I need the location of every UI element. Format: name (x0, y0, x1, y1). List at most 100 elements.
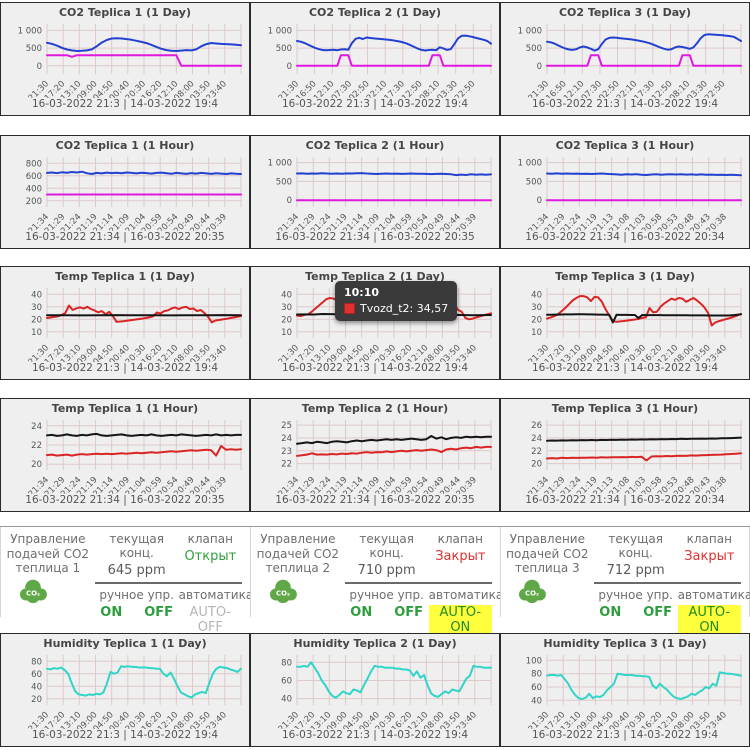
manual-on-button[interactable]: ON (599, 605, 622, 620)
svg-text:1 000: 1 000 (18, 26, 42, 36)
chart-panel-temp-teplica3-hour: Temp Teplica 3 (1 Hour) 26 24 22 20 21:34 21:… (500, 398, 750, 512)
chart-date-range: 16-03-2022 21:3 | 14-03-2022 19:4 (31, 98, 219, 110)
chart-date-range: 16-03-2022 21:3 | 14-03-2022 19:4 (281, 362, 469, 374)
chart-plot-area[interactable]: 80 60 40 20 21:30 17:20 13:10 09:00 04:50 00:40 20… (1, 651, 249, 729)
chart-panel-co2-teplica1-hour: CO2 Teplica 1 (1 Hour) 800 600 400 200 21:34… (0, 135, 250, 249)
svg-text:100: 100 (526, 656, 542, 666)
svg-text:22: 22 (281, 460, 292, 470)
chart-panel-humidity-teplica3-day: Humidity Teplica 3 (1 Day) 100 80 60 40 21:3… (500, 633, 750, 747)
conc-value: 712 ppm (606, 563, 665, 578)
chart-plot-area[interactable]: 1 000 500 0 21:30 17:20 13:10 09:00 04:50 00:40 2… (1, 20, 249, 98)
chart-plot-area[interactable]: 1 000 500 0 21:34 21:29 21:24 21:19 21:14 21:09 2… (251, 153, 499, 231)
conc-value: 710 ppm (357, 563, 416, 578)
chart-title: Humidity Teplica 1 (1 Day) (43, 637, 207, 650)
auto-toggle-button[interactable]: AUTO-OFF (189, 605, 232, 635)
temp-hour-row: Temp Teplica 1 (1 Hour) 24 22 20 21:34 21:29… (0, 398, 750, 512)
manual-off-button[interactable]: OFF (643, 605, 673, 620)
chart-title: CO2 Teplica 1 (1 Hour) (55, 139, 195, 152)
svg-text:CO₂: CO₂ (26, 589, 40, 597)
co2-cloud-icon: CO₂ (19, 579, 47, 604)
chart-plot-area[interactable]: 25 24 23 22 21:34 21:29 21:24 21:19 21:14 21:09 21… (251, 416, 499, 494)
chart-panel-temp-teplica1-hour: Temp Teplica 1 (1 Hour) 24 22 20 21:34 21:29… (0, 398, 250, 512)
chart-title: Humidity Teplica 2 (1 Day) (293, 637, 457, 650)
chart-plot-area[interactable]: 26 24 22 20 21:34 21:29 21:24 21:19 21:13 21:08 21… (501, 416, 749, 494)
svg-text:30: 30 (281, 303, 292, 313)
svg-text:30: 30 (531, 303, 542, 313)
chart-title: Temp Teplica 1 (1 Day) (55, 270, 195, 283)
manual-on-button[interactable]: ON (100, 605, 123, 620)
chart-title: CO2 Teplica 1 (1 Day) (58, 6, 191, 19)
svg-text:22: 22 (531, 447, 542, 457)
chart-date-range: 16-03-2022 21:3 | 14-03-2022 19:4 (531, 729, 719, 741)
chart-date-range: 16-03-2022 21:3 | 14-03-2022 19:4 (531, 362, 719, 374)
chart-title: CO2 Teplica 3 (1 Day) (558, 6, 691, 19)
auto-label: автоматика (677, 588, 750, 602)
valve-label: клапан (437, 532, 483, 546)
chart-plot-area[interactable]: 1 000 500 0 21:34 21:29 21:24 21:19 21:13 21:08 2… (501, 153, 749, 231)
svg-text:26: 26 (531, 421, 542, 431)
control-title: Управление подачей CO2 теплица 3 (506, 532, 589, 576)
chart-panel-temp-teplica1-day: Temp Teplica 1 (1 Day) 40 30 20 10 21:30 17:2… (0, 266, 250, 380)
divider (593, 582, 741, 584)
auto-label: автоматика (178, 588, 254, 602)
auto-toggle-button[interactable]: AUTO-ON (428, 605, 492, 635)
temp-day-row: Temp Teplica 1 (1 Day) 40 30 20 10 21:30 17:2… (0, 266, 750, 380)
chart-date-range: 16-03-2022 21:34 | 16-03-2022 20:35 (275, 494, 475, 506)
svg-text:1 000: 1 000 (268, 26, 292, 36)
svg-text:60: 60 (531, 683, 542, 693)
svg-text:0: 0 (537, 62, 542, 72)
svg-text:200: 200 (26, 197, 42, 207)
svg-text:CO₂: CO₂ (525, 589, 539, 597)
chart-plot-area[interactable]: 100 80 60 40 21:30 17:20 13:10 09:00 04:50 00:40 2… (501, 651, 749, 729)
svg-text:0: 0 (37, 62, 42, 72)
chart-plot-area[interactable]: 24 22 20 21:34 21:29 21:24 21:19 21:14 21:09 21:0… (1, 416, 249, 494)
co2-cloud-icon: CO₂ (519, 579, 547, 604)
svg-text:40: 40 (281, 290, 292, 300)
chart-panel-temp-teplica2-hour: Temp Teplica 2 (1 Hour) 25 24 23 22 21:34 21:… (250, 398, 500, 512)
manual-label: ручное упр. (598, 588, 673, 602)
svg-text:24: 24 (31, 422, 42, 432)
svg-text:10: 10 (31, 328, 42, 338)
chart-title: Temp Teplica 2 (1 Hour) (301, 402, 449, 415)
manual-on-button[interactable]: ON (350, 605, 373, 620)
chart-plot-area[interactable]: 40 30 20 10 21:30 17:20 13:10 09:00 04:50 00:40 20… (1, 284, 249, 362)
svg-text:24: 24 (281, 434, 292, 444)
auto-label: автоматика (428, 588, 504, 602)
auto-toggle-button[interactable]: AUTO-ON (677, 605, 741, 635)
chart-plot-area[interactable]: 1 000 500 0 21:30 16:50 12:10 07:30 02:50 22:10 1… (501, 20, 749, 98)
chart-title: Temp Teplica 3 (1 Day) (555, 270, 695, 283)
chart-plot-area[interactable]: 40 30 20 10 21:30 17:20 13:10 09:00 04:50 00:40 20… (501, 284, 749, 362)
svg-text:400: 400 (26, 184, 42, 194)
chart-panel-co2-teplica2-day: CO2 Teplica 2 (1 Day) 1 000 500 0 21:30 16:5… (250, 2, 500, 116)
manual-label: ручное упр. (99, 588, 174, 602)
chart-panel-humidity-teplica1-day: Humidity Teplica 1 (1 Day) 80 60 40 20 21:30… (0, 633, 250, 747)
valve-label: клапан (686, 532, 732, 546)
manual-off-button[interactable]: OFF (394, 605, 424, 620)
svg-text:60: 60 (281, 677, 292, 687)
chart-date-range: 16-03-2022 21:34 | 16-03-2022 20:34 (525, 231, 725, 243)
humidity-day-row: Humidity Teplica 1 (1 Day) 80 60 40 20 21:30… (0, 633, 750, 747)
svg-text:600: 600 (26, 172, 42, 182)
control-title: Управление подачей CO2 теплица 2 (256, 532, 340, 576)
chart-panel-co2-teplica2-hour: CO2 Teplica 2 (1 Hour) 1 000 500 0 21:34 21:… (250, 135, 500, 249)
svg-text:80: 80 (531, 670, 542, 680)
chart-title: Temp Teplica 3 (1 Hour) (551, 402, 699, 415)
chart-title: Temp Teplica 1 (1 Hour) (51, 402, 199, 415)
chart-date-range: 16-03-2022 21:3 | 14-03-2022 19:4 (281, 98, 469, 110)
svg-text:800: 800 (26, 159, 42, 169)
chart-plot-area[interactable]: 800 600 400 200 21:34 21:29 21:24 21:19 21:14 21:… (1, 153, 249, 231)
chart-plot-area[interactable]: 40 30 20 10 21:30 17:20 13:10 09:00 04:50 00:40 20… (251, 284, 499, 362)
control-title: Управление подачей CO2 теплица 1 (6, 532, 90, 576)
valve-status: Открыт (184, 549, 237, 564)
co2-control-row: Управление подачей CO2 теплица 1 CO₂ тек… (0, 526, 750, 635)
chart-plot-area[interactable]: 80 60 40 21:30 17:20 13:10 09:00 04:50 00:40 20:3… (251, 651, 499, 729)
divider (344, 582, 492, 584)
svg-text:CO₂: CO₂ (276, 589, 290, 597)
co2-control-panel-teplica2: Управление подачей CO2 теплица 2 CO₂ тек… (250, 527, 504, 635)
chart-panel-co2-teplica3-hour: CO2 Teplica 3 (1 Hour) 1 000 500 0 21:34 21:… (500, 135, 750, 249)
manual-off-button[interactable]: OFF (144, 605, 174, 620)
svg-text:20: 20 (31, 695, 42, 705)
conc-label: текущая конц. (359, 532, 414, 560)
svg-text:22: 22 (31, 441, 42, 451)
chart-plot-area[interactable]: 1 000 500 0 21:30 16:50 12:10 07:30 02:50 22:10 1… (251, 20, 499, 98)
